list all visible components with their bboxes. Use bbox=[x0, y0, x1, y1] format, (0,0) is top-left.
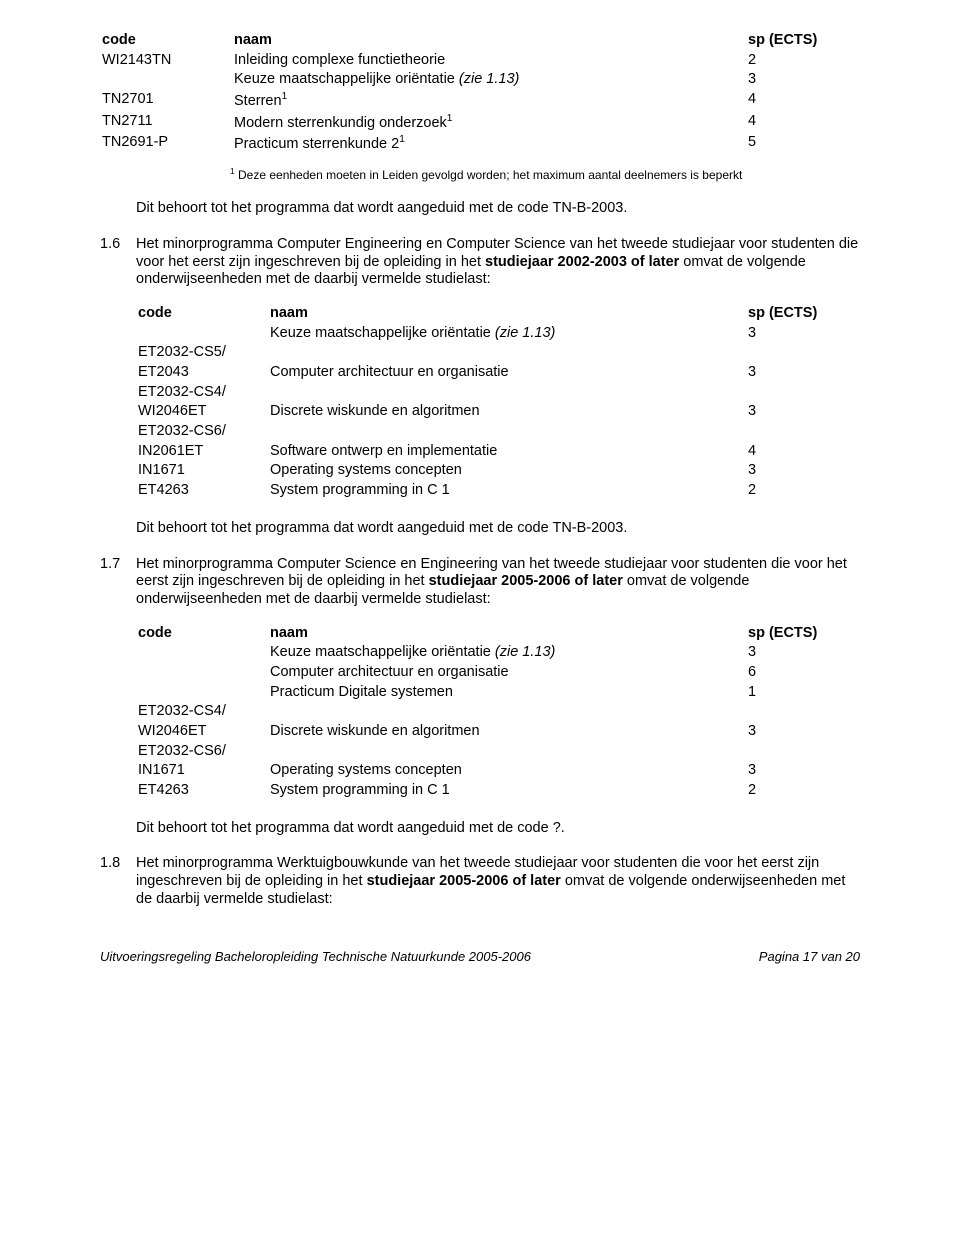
para-question: Dit behoort tot het programma dat wordt … bbox=[136, 820, 860, 838]
th-sp: sp (ECTS) bbox=[748, 32, 858, 50]
cell-naam: Keuze maatschappelijke oriëntatie (zie 1… bbox=[270, 325, 746, 343]
cell-sp: 5 bbox=[748, 134, 858, 154]
cell-code bbox=[102, 71, 232, 89]
footer-right: Pagina 17 van 20 bbox=[759, 949, 860, 965]
th-sp: sp (ECTS) bbox=[748, 305, 858, 323]
cell-sp: 2 bbox=[748, 52, 858, 70]
cell-naam: Modern sterrenkundig onderzoek1 bbox=[234, 113, 746, 133]
cell-naam: Inleiding complexe functietheorie bbox=[234, 52, 746, 70]
section-1-7: 1.7 Het minorprogramma Computer Science … bbox=[100, 556, 860, 609]
th-code: code bbox=[138, 305, 268, 323]
cell-sp: 3 bbox=[748, 644, 858, 662]
section-1-8: 1.8 Het minorprogramma Werktuigbouwkunde… bbox=[100, 855, 860, 908]
cell-sp: 4 bbox=[748, 91, 858, 111]
th-code: code bbox=[138, 625, 268, 643]
cell-code bbox=[138, 325, 268, 343]
th-naam: naam bbox=[270, 305, 746, 323]
footer-left: Uitvoeringsregeling Bacheloropleiding Te… bbox=[100, 949, 531, 965]
footnote-1: 1 Deze eenheden moeten in Leiden gevolgd… bbox=[230, 166, 860, 183]
th-sp: sp (ECTS) bbox=[748, 625, 858, 643]
section-text: Het minorprogramma Computer Science en E… bbox=[136, 556, 860, 609]
cell-sp: 3 bbox=[748, 71, 858, 89]
section-number: 1.8 bbox=[100, 855, 136, 908]
cell-code: TN2711 bbox=[102, 113, 232, 133]
th-naam: naam bbox=[270, 625, 746, 643]
cell-naam: Sterren1 bbox=[234, 91, 746, 111]
cell-code bbox=[138, 644, 268, 662]
cell-naam: Keuze maatschappelijke oriëntatie (zie 1… bbox=[270, 644, 746, 662]
course-table-3: code naam sp (ECTS) Keuze maatschappelij… bbox=[136, 623, 860, 802]
cell-sp: 3 bbox=[748, 325, 858, 343]
section-text: Het minorprogramma Computer Engineering … bbox=[136, 236, 860, 289]
th-naam: naam bbox=[234, 32, 746, 50]
page-footer: Uitvoeringsregeling Bacheloropleiding Te… bbox=[100, 945, 860, 965]
cell-code: TN2701 bbox=[102, 91, 232, 111]
cell-code: WI2143TN bbox=[102, 52, 232, 70]
cell-code: TN2691-P bbox=[102, 134, 232, 154]
cell-naam: Keuze maatschappelijke oriëntatie (zie 1… bbox=[234, 71, 746, 89]
th-code: code bbox=[102, 32, 232, 50]
course-table-1: code naam sp (ECTS) WI2143TN Inleiding c… bbox=[100, 30, 860, 156]
section-number: 1.7 bbox=[100, 556, 136, 609]
section-text: Het minorprogramma Werktuigbouwkunde van… bbox=[136, 855, 860, 908]
para-tnb2003: Dit behoort tot het programma dat wordt … bbox=[136, 200, 860, 218]
para-tnb2003-b: Dit behoort tot het programma dat wordt … bbox=[136, 520, 860, 538]
cell-sp: 4 bbox=[748, 113, 858, 133]
cell-naam: Practicum sterrenkunde 21 bbox=[234, 134, 746, 154]
course-table-2: code naam sp (ECTS) Keuze maatschappelij… bbox=[136, 303, 860, 502]
section-number: 1.6 bbox=[100, 236, 136, 289]
section-1-6: 1.6 Het minorprogramma Computer Engineer… bbox=[100, 236, 860, 289]
